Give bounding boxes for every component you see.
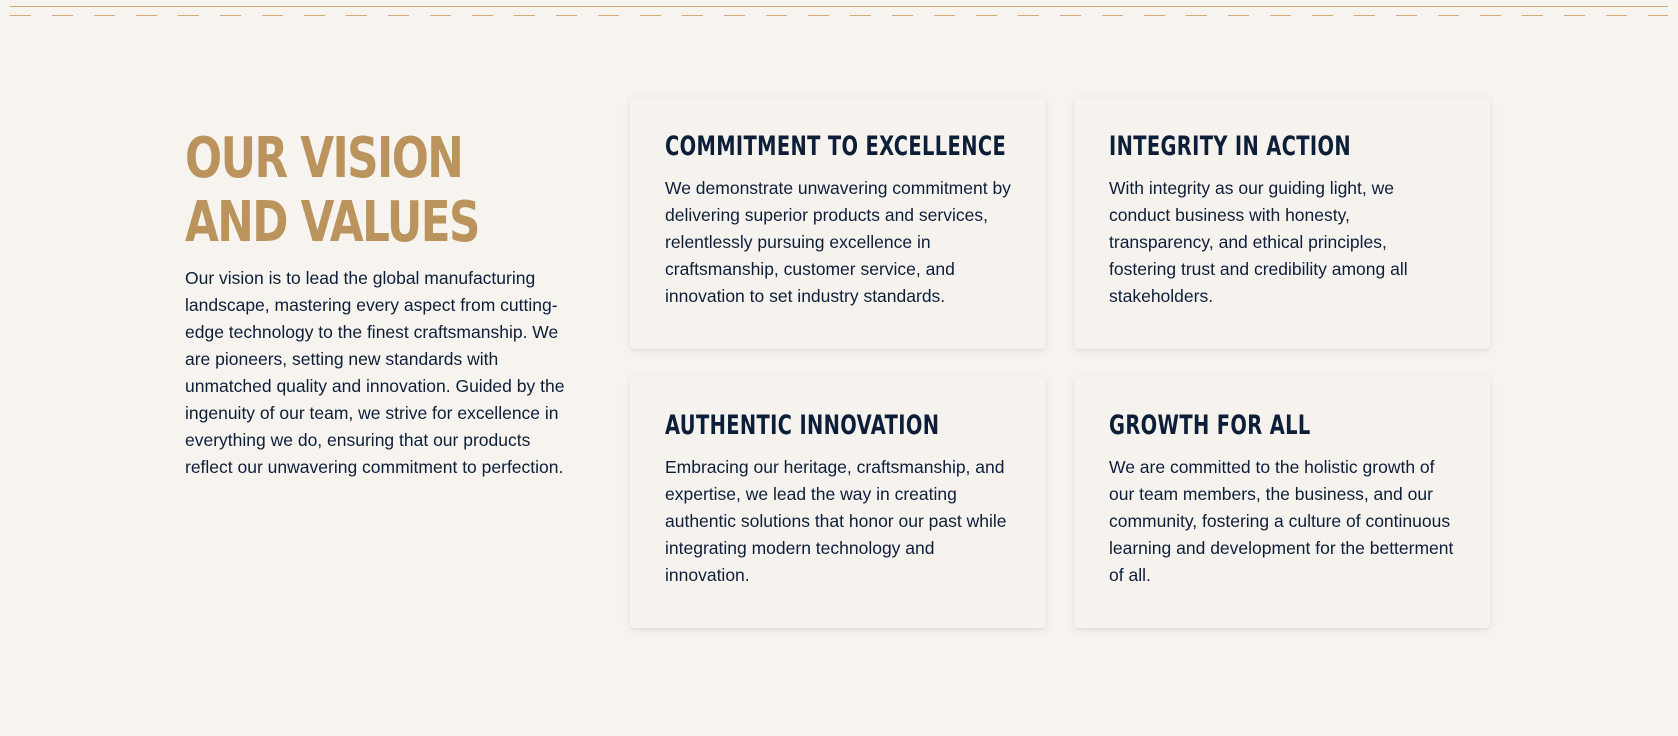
value-card-commitment: COMMITMENT TO EXCELLENCE We demonstrate … [630, 98, 1046, 349]
top-dashed-divider [10, 15, 1668, 16]
section-heading: OUR VISION AND VALUES [185, 127, 481, 255]
vision-intro: OUR VISION AND VALUES Our vision is to l… [185, 127, 565, 481]
value-card-title: AUTHENTIC INNOVATION [665, 410, 940, 441]
heading-line-2: AND VALUES [185, 190, 480, 255]
value-card-innovation: AUTHENTIC INNOVATION Embracing our herit… [630, 377, 1046, 628]
value-card-integrity: INTEGRITY IN ACTION With integrity as ou… [1074, 98, 1490, 349]
value-card-title: INTEGRITY IN ACTION [1109, 131, 1352, 162]
value-card-text: With integrity as our guiding light, we … [1109, 178, 1408, 306]
value-card-text: Embracing our heritage, craftsmanship, a… [665, 457, 1007, 585]
value-card-title: GROWTH FOR ALL [1109, 410, 1311, 441]
value-card-text: We are committed to the holistic growth … [1109, 457, 1454, 585]
vision-description: Our vision is to lead the global manufac… [185, 268, 565, 477]
value-card-text: We demonstrate unwavering commitment by … [665, 178, 1011, 306]
value-card-growth: GROWTH FOR ALL We are committed to the h… [1074, 377, 1490, 628]
heading-line-1: OUR VISION [185, 126, 464, 191]
value-card-title: COMMITMENT TO EXCELLENCE [665, 131, 1007, 162]
top-divider-line [10, 6, 1668, 7]
